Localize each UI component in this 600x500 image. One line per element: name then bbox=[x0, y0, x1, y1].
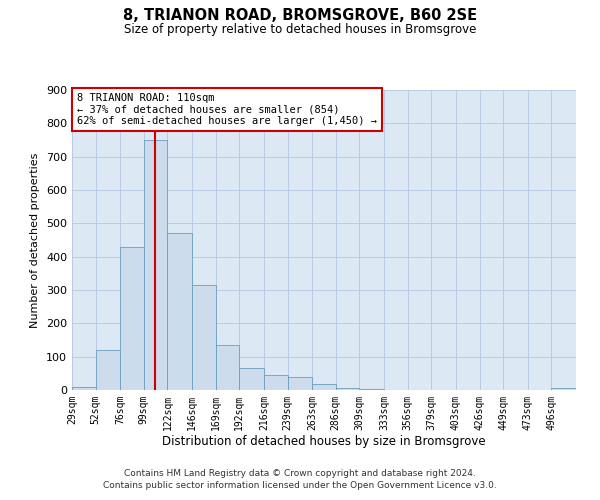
Bar bbox=[239, 368, 264, 390]
Bar bbox=[287, 376, 312, 390]
Bar bbox=[216, 345, 239, 390]
Bar bbox=[264, 375, 287, 390]
Y-axis label: Number of detached properties: Number of detached properties bbox=[31, 152, 40, 328]
Bar bbox=[359, 389, 384, 390]
Text: 8, TRIANON ROAD, BROMSGROVE, B60 2SE: 8, TRIANON ROAD, BROMSGROVE, B60 2SE bbox=[123, 8, 477, 22]
Bar bbox=[72, 386, 95, 390]
Bar bbox=[167, 234, 192, 390]
Bar bbox=[95, 350, 120, 390]
Bar bbox=[144, 140, 167, 390]
Bar bbox=[336, 388, 359, 390]
Bar bbox=[551, 388, 576, 390]
Text: 8 TRIANON ROAD: 110sqm
← 37% of detached houses are smaller (854)
62% of semi-de: 8 TRIANON ROAD: 110sqm ← 37% of detached… bbox=[77, 93, 377, 126]
Bar bbox=[312, 384, 336, 390]
Text: Contains public sector information licensed under the Open Government Licence v3: Contains public sector information licen… bbox=[103, 481, 497, 490]
Text: Contains HM Land Registry data © Crown copyright and database right 2024.: Contains HM Land Registry data © Crown c… bbox=[124, 468, 476, 477]
Text: Distribution of detached houses by size in Bromsgrove: Distribution of detached houses by size … bbox=[162, 435, 486, 448]
Text: Size of property relative to detached houses in Bromsgrove: Size of property relative to detached ho… bbox=[124, 22, 476, 36]
Bar bbox=[120, 246, 144, 390]
Bar bbox=[192, 285, 216, 390]
